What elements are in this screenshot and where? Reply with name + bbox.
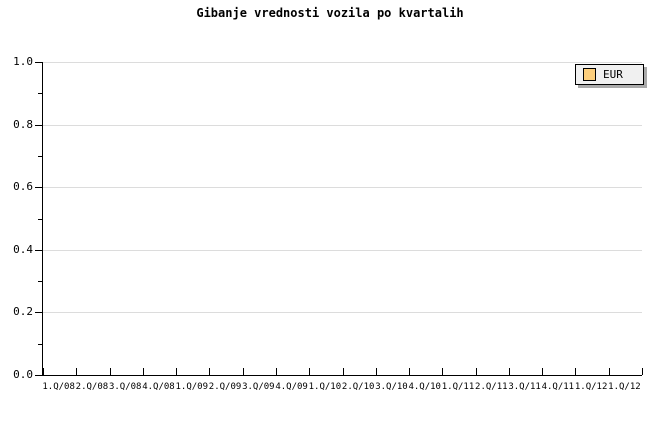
x-tick-label-3: 4.Q/08 xyxy=(142,382,175,392)
x-tick-12 xyxy=(442,368,444,375)
y-tick-major-0.0 xyxy=(35,375,42,376)
x-tick-label-1: 2.Q/08 xyxy=(75,382,109,392)
x-tick-label-11: 4.Q/10 xyxy=(408,382,441,392)
x-axis-labels: 1.Q/08 2.Q/08 3.Q/08 4.Q/08 1.Q/09 2.Q/09 3.Q/… xyxy=(42,381,641,393)
x-tick-label-0: 1.Q/08 xyxy=(42,382,75,392)
gridline-y-0.4 xyxy=(43,249,642,251)
x-tick-label-17: 1.Q/12 xyxy=(608,382,641,392)
y-tick-minor-0.5 xyxy=(38,218,42,220)
y-tick-minor-0.9 xyxy=(38,93,42,95)
x-tick-label-14: 3.Q/11 xyxy=(508,382,541,392)
x-tick-label-7: 4.Q/09 xyxy=(275,382,308,392)
x-tick-16 xyxy=(575,368,577,375)
y-tick-major-0.8 xyxy=(35,124,42,126)
y-tick-label-0.0: 0.0 xyxy=(13,368,33,381)
x-tick-label-13: 2.Q/11 xyxy=(475,382,508,392)
x-tick-label-16: 1.Q/12 xyxy=(574,382,608,392)
x-tick-label-15: 4.Q/11 xyxy=(541,382,575,392)
y-tick-major-0.6 xyxy=(35,187,42,189)
x-tick-label-5: 2.Q/09 xyxy=(208,382,242,392)
x-tick-17 xyxy=(608,368,610,375)
y-tick-label-0.8: 0.8 xyxy=(13,117,33,131)
x-tick-3 xyxy=(142,368,144,375)
x-tick-label-12: 1.Q/11 xyxy=(441,382,475,392)
y-tick-major-1.0 xyxy=(35,62,42,63)
x-tick-2 xyxy=(109,368,111,375)
x-tick-4 xyxy=(176,368,178,375)
y-tick-label-0.2: 0.2 xyxy=(13,305,33,319)
x-tick-label-4: 1.Q/09 xyxy=(175,382,209,392)
y-tick-major-0.2 xyxy=(35,312,42,314)
x-tick-label-10: 3.Q/10 xyxy=(375,382,408,392)
x-tick-label-2: 3.Q/08 xyxy=(108,382,142,392)
x-tick-9 xyxy=(342,368,344,375)
gridline-y-0.8 xyxy=(43,124,642,126)
legend-swatch-eur xyxy=(583,68,596,81)
plot-area xyxy=(42,62,643,376)
x-tick-0 xyxy=(43,368,44,375)
x-tick-13 xyxy=(475,368,477,375)
x-tick-7 xyxy=(275,368,277,375)
y-tick-minor-0.1 xyxy=(38,343,42,345)
x-tick-14 xyxy=(508,368,510,375)
chart-title: Gibanje vrednosti vozila po kvartalih xyxy=(196,6,464,20)
legend: EUR xyxy=(575,64,644,85)
gridline-y-0.6 xyxy=(43,187,642,189)
legend-label-eur: EUR xyxy=(603,68,623,81)
y-tick-label-0.4: 0.4 xyxy=(13,242,33,256)
gridline-y-1.0 xyxy=(43,62,642,63)
y-tick-major-0.4 xyxy=(35,249,42,251)
x-tick-5 xyxy=(209,368,211,375)
y-tick-minor-0.3 xyxy=(38,281,42,283)
x-tick-10 xyxy=(375,368,377,375)
x-tick-15 xyxy=(542,368,544,375)
x-tick-6 xyxy=(242,368,244,375)
x-tick-label-9: 2.Q/10 xyxy=(341,382,375,392)
y-tick-label-1.0: 1.0 xyxy=(13,55,33,68)
x-tick-1 xyxy=(76,368,78,375)
x-tick-18 xyxy=(642,368,643,375)
x-tick-8 xyxy=(309,368,311,375)
x-tick-label-6: 3.Q/09 xyxy=(242,382,275,392)
y-tick-label-0.6: 0.6 xyxy=(13,180,33,194)
x-tick-label-8: 1.Q/10 xyxy=(308,382,342,392)
gridline-y-0.2 xyxy=(43,312,642,314)
x-tick-11 xyxy=(409,368,411,375)
y-tick-minor-0.7 xyxy=(38,155,42,157)
